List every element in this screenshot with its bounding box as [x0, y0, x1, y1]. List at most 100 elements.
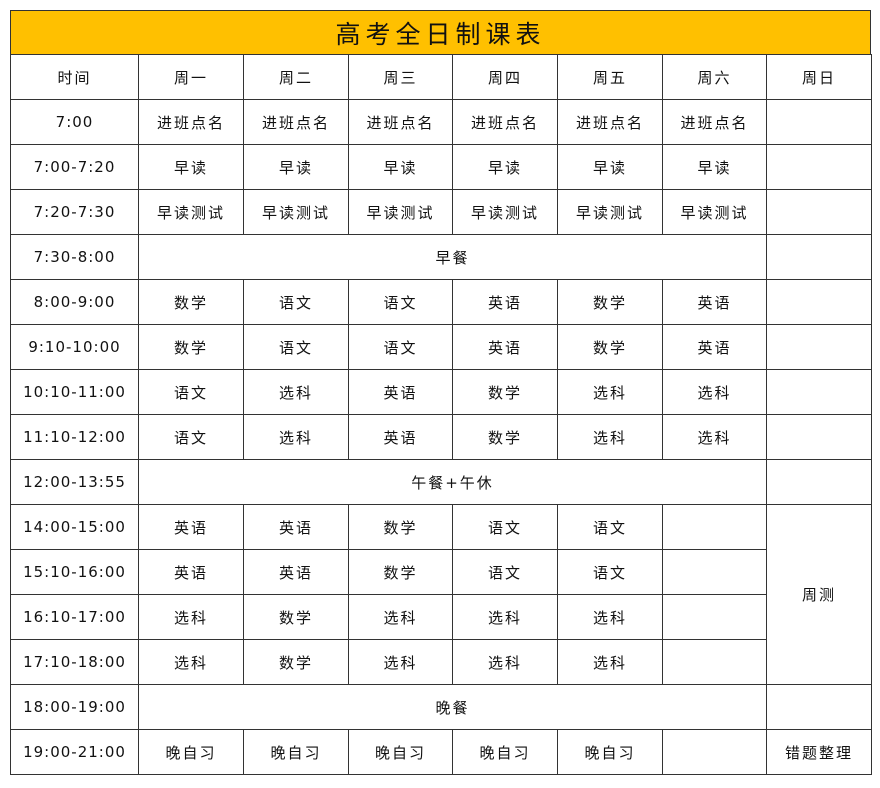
merged-cell: 午餐+午休	[138, 459, 767, 505]
class-cell: 语文	[557, 504, 663, 550]
class-cell: 数学	[138, 279, 244, 325]
header-cell: 周五	[557, 54, 663, 100]
table-row: 7:00-7:20 早读 早读 早读 早读 早读 早读	[10, 144, 872, 190]
class-cell: 早读测试	[243, 189, 349, 235]
class-cell: 英语	[452, 279, 558, 325]
class-cell: 数学	[452, 369, 558, 415]
time-cell: 17:10-18:00	[10, 639, 139, 685]
class-cell: 晚自习	[557, 729, 663, 775]
class-cell: 英语	[662, 279, 767, 325]
time-cell: 19:00-21:00	[10, 729, 139, 775]
class-cell: 英语	[138, 549, 244, 595]
class-cell: 语文	[452, 504, 558, 550]
class-cell: 晚自习	[138, 729, 244, 775]
header-cell: 周四	[452, 54, 558, 100]
class-cell: 英语	[452, 324, 558, 370]
header-cell: 周一	[138, 54, 244, 100]
class-cell: 选科	[452, 639, 558, 685]
table-row: 18:00-19:00 晚餐	[10, 684, 872, 730]
class-cell: 英语	[243, 504, 349, 550]
class-cell: 早读测试	[662, 189, 767, 235]
class-cell: 选科	[348, 594, 453, 640]
class-cell: 选科	[557, 369, 663, 415]
class-cell: 进班点名	[138, 99, 244, 145]
class-cell: 数学	[348, 504, 453, 550]
sunday-cell: 周测	[766, 504, 872, 685]
table-row: 7:30-8:00 早餐	[10, 234, 872, 280]
class-cell: 数学	[138, 324, 244, 370]
class-cell: 进班点名	[662, 99, 767, 145]
table-row: 15:10-16:00 英语 英语 数学 语文 语文	[10, 549, 872, 595]
table-row: 10:10-11:00 语文 选科 英语 数学 选科 选科	[10, 369, 872, 415]
class-cell: 语文	[348, 279, 453, 325]
table-row: 7:20-7:30 早读测试 早读测试 早读测试 早读测试 早读测试 早读测试	[10, 189, 872, 235]
table-row: 7:00 进班点名 进班点名 进班点名 进班点名 进班点名 进班点名	[10, 99, 872, 145]
class-cell: 晚自习	[452, 729, 558, 775]
class-cell	[662, 594, 767, 640]
class-cell: 数学	[348, 549, 453, 595]
sunday-cell	[766, 324, 872, 370]
class-cell: 数学	[243, 639, 349, 685]
table-row: 8:00-9:00 数学 语文 语文 英语 数学 英语	[10, 279, 872, 325]
time-cell: 7:00	[10, 99, 139, 145]
class-cell: 数学	[243, 594, 349, 640]
class-cell: 进班点名	[348, 99, 453, 145]
table-row: 9:10-10:00 数学 语文 语文 英语 数学 英语	[10, 324, 872, 370]
class-cell: 早读	[662, 144, 767, 190]
class-cell: 选科	[557, 414, 663, 460]
time-cell: 11:10-12:00	[10, 414, 139, 460]
header-cell: 时间	[10, 54, 139, 100]
class-cell: 选科	[138, 594, 244, 640]
class-cell: 语文	[243, 324, 349, 370]
class-cell: 语文	[243, 279, 349, 325]
time-cell: 7:30-8:00	[10, 234, 139, 280]
class-cell: 选科	[348, 639, 453, 685]
class-cell: 英语	[138, 504, 244, 550]
class-cell: 进班点名	[557, 99, 663, 145]
merged-cell: 晚餐	[138, 684, 767, 730]
table-row: 12:00-13:55 午餐+午休	[10, 459, 872, 505]
header-cell: 周三	[348, 54, 453, 100]
time-cell: 10:10-11:00	[10, 369, 139, 415]
class-cell: 选科	[452, 594, 558, 640]
class-cell: 英语	[243, 549, 349, 595]
schedule-title: 高考全日制课表	[10, 10, 871, 54]
table-row: 16:10-17:00 选科 数学 选科 选科 选科	[10, 594, 872, 640]
sunday-cell	[766, 684, 872, 730]
sunday-cell	[766, 144, 872, 190]
class-cell	[662, 639, 767, 685]
sunday-cell	[766, 234, 872, 280]
merged-cell: 早餐	[138, 234, 767, 280]
sunday-cell	[766, 369, 872, 415]
time-cell: 16:10-17:00	[10, 594, 139, 640]
header-cell: 周六	[662, 54, 767, 100]
sunday-cell	[766, 99, 872, 145]
sunday-cell	[766, 279, 872, 325]
class-cell: 选科	[557, 594, 663, 640]
class-cell: 早读	[348, 144, 453, 190]
time-cell: 7:00-7:20	[10, 144, 139, 190]
class-cell: 语文	[452, 549, 558, 595]
class-cell: 语文	[138, 414, 244, 460]
table-row: 11:10-12:00 语文 选科 英语 数学 选科 选科	[10, 414, 872, 460]
sunday-cell	[766, 459, 872, 505]
header-cell: 周日	[766, 54, 872, 100]
class-cell: 选科	[138, 639, 244, 685]
time-cell: 9:10-10:00	[10, 324, 139, 370]
sunday-cell: 错题整理	[766, 729, 872, 775]
class-cell: 英语	[348, 369, 453, 415]
table-row: 17:10-18:00 选科 数学 选科 选科 选科	[10, 639, 872, 685]
time-cell: 15:10-16:00	[10, 549, 139, 595]
class-cell: 语文	[138, 369, 244, 415]
class-cell: 早读测试	[557, 189, 663, 235]
time-cell: 8:00-9:00	[10, 279, 139, 325]
class-cell	[662, 729, 767, 775]
time-cell: 7:20-7:30	[10, 189, 139, 235]
class-cell: 进班点名	[243, 99, 349, 145]
schedule: 高考全日制课表 时间 周一 周二 周三 周四 周五 周六 周日 7:00 进班点名 进班点名 进班点名…	[10, 10, 872, 775]
class-cell: 英语	[662, 324, 767, 370]
class-cell: 晚自习	[243, 729, 349, 775]
class-cell: 数学	[557, 279, 663, 325]
table-row: 14:00-15:00 英语 英语 数学 语文 语文 周测	[10, 504, 872, 685]
class-cell	[662, 549, 767, 595]
